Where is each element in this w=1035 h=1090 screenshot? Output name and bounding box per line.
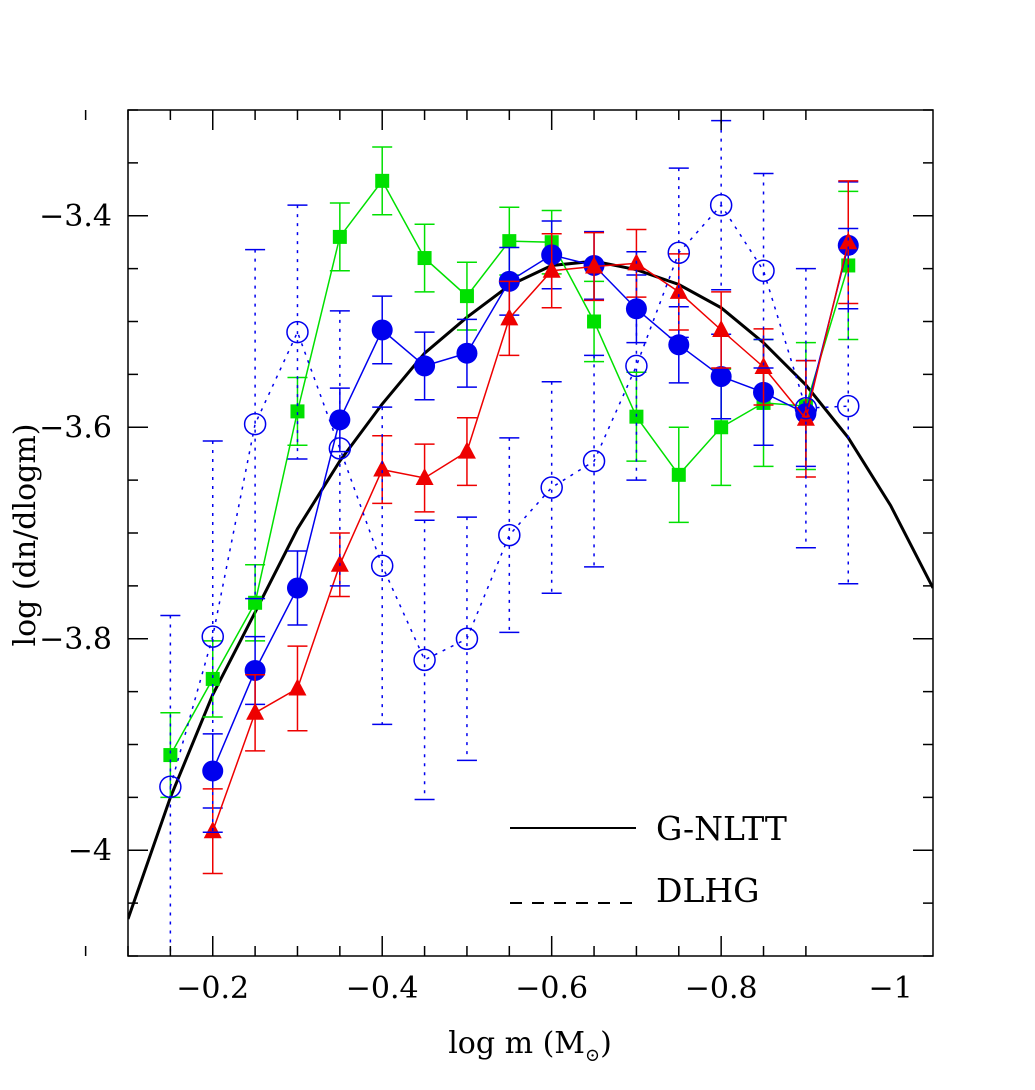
data-point xyxy=(205,671,220,686)
data-point xyxy=(500,308,519,326)
x-tick-label: −0.4 xyxy=(346,971,419,1006)
x-tick-label: −0.2 xyxy=(176,971,249,1006)
model-curve-gnltt xyxy=(128,259,933,920)
data-point xyxy=(286,320,309,344)
plot-area xyxy=(128,119,933,956)
data-point xyxy=(244,659,266,681)
x-tick-label: −0.6 xyxy=(515,971,588,1006)
data-point xyxy=(456,342,478,364)
legend-label-gnltt: G-NLTT xyxy=(656,809,787,848)
data-point xyxy=(502,234,517,249)
x-tick-label: −0.8 xyxy=(685,971,758,1006)
series-line-red-triangles xyxy=(211,242,850,832)
data-point xyxy=(794,396,818,420)
data-point xyxy=(709,193,733,217)
data-point xyxy=(712,319,731,337)
data-point xyxy=(498,523,521,547)
legend-label-dlhg: DLHG xyxy=(656,871,760,910)
data-point xyxy=(286,577,308,599)
data-point xyxy=(837,394,860,418)
data-point xyxy=(455,627,479,650)
data-point xyxy=(332,229,347,244)
data-point xyxy=(625,298,647,320)
data-point xyxy=(542,260,561,278)
data-point xyxy=(163,748,178,763)
data-point xyxy=(413,648,436,672)
data-point xyxy=(288,678,307,696)
data-point xyxy=(669,281,688,299)
data-point xyxy=(668,334,690,356)
data-point xyxy=(796,408,815,426)
axes: −0.2 −0.4 −0.6 −0.8 −1 −3.4 −3.6 −3.8 −4 xyxy=(39,109,934,1006)
data-point xyxy=(373,459,392,477)
y-tick-label: −3.8 xyxy=(39,622,112,657)
data-point xyxy=(839,232,858,250)
series-green-squares xyxy=(160,146,859,799)
data-point xyxy=(582,449,606,473)
series-line-blue-open-circles xyxy=(169,203,849,788)
data-point xyxy=(370,554,394,578)
series-blue-open-circles xyxy=(159,119,860,956)
data-point xyxy=(459,289,474,304)
data-point xyxy=(415,468,434,486)
data-point xyxy=(159,775,182,799)
data-point xyxy=(417,251,432,266)
data-point xyxy=(375,173,390,188)
series-red-triangles xyxy=(202,180,859,875)
data-point xyxy=(714,420,729,435)
data-point xyxy=(414,355,436,377)
data-point xyxy=(540,476,563,499)
x-tick-label: −1 xyxy=(869,971,913,1006)
data-point xyxy=(202,760,224,782)
data-point xyxy=(667,241,691,265)
data-point xyxy=(625,354,648,378)
data-point xyxy=(201,625,224,648)
data-point xyxy=(457,441,476,459)
data-point xyxy=(585,256,604,274)
data-point xyxy=(710,365,732,387)
data-point xyxy=(243,412,267,436)
x-axis-label: log m (M⊙) xyxy=(448,1026,612,1066)
data-point xyxy=(328,437,352,460)
data-point xyxy=(752,259,775,282)
data-point xyxy=(290,404,305,419)
legend: G-NLTT DLHG xyxy=(510,809,787,910)
y-tick-label: −4 xyxy=(68,833,112,868)
data-point xyxy=(754,356,773,374)
y-tick-label: −3.4 xyxy=(39,199,112,234)
data-point xyxy=(246,702,265,720)
y-axis-label: log (dn/dlogm) xyxy=(8,424,43,647)
data-point xyxy=(587,314,602,329)
data-point xyxy=(371,319,393,341)
series-line-blue-filled-circles xyxy=(212,245,850,772)
plot-frame xyxy=(127,109,934,957)
y-tick-label: −3.6 xyxy=(39,410,112,445)
data-point xyxy=(671,467,686,482)
